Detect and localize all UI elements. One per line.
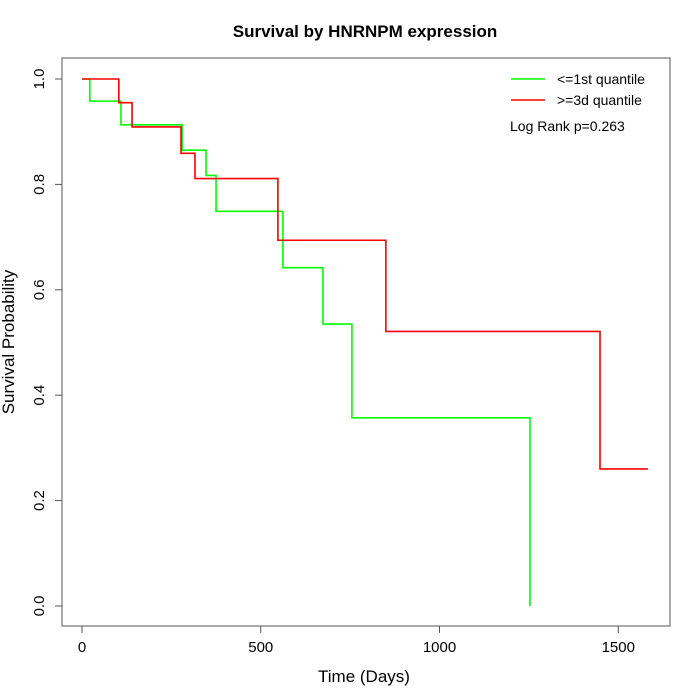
plot-frame bbox=[61, 57, 671, 627]
y-tick-label: 0.4 bbox=[31, 385, 48, 406]
legend: <=1st quantile >=3d quantile bbox=[511, 71, 645, 108]
legend-label-high: >=3d quantile bbox=[557, 92, 642, 108]
x-tick-label: 500 bbox=[248, 639, 273, 656]
survival-curve-high bbox=[82, 78, 648, 470]
legend-label-low: <=1st quantile bbox=[557, 71, 645, 87]
x-tick-label: 0 bbox=[78, 639, 86, 656]
survival-curve-low bbox=[82, 78, 531, 606]
series-lines bbox=[82, 78, 648, 606]
y-tick-label: 0.6 bbox=[31, 279, 48, 300]
x-axis: 0 500 1000 1500 bbox=[78, 625, 635, 656]
x-axis-label: Time (Days) bbox=[318, 667, 410, 686]
log-rank-annotation: Log Rank p=0.263 bbox=[510, 118, 625, 134]
y-tick-label: 0.8 bbox=[31, 174, 48, 195]
x-tick-label: 1500 bbox=[602, 639, 635, 656]
y-tick-label: 1.0 bbox=[31, 69, 48, 90]
y-tick-label: 0.0 bbox=[31, 596, 48, 617]
x-tick-label: 1000 bbox=[423, 639, 456, 656]
y-axis: 0.0 0.2 0.4 0.6 0.8 1.0 bbox=[31, 69, 63, 617]
y-axis-label: Survival Probability bbox=[0, 269, 18, 414]
y-tick-label: 0.2 bbox=[31, 490, 48, 511]
chart-title: Survival by HNRNPM expression bbox=[233, 22, 498, 41]
